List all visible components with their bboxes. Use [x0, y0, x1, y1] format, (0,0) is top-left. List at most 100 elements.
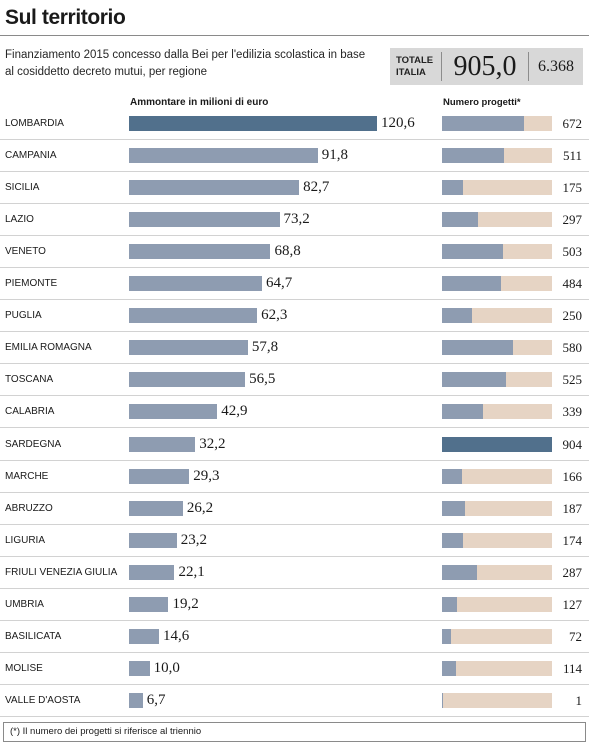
projects-bar [442, 500, 465, 516]
region-row: EMILIA ROMAGNA 57,8 580 [0, 332, 589, 365]
amount-bar [129, 629, 160, 645]
projects-label: 287 [562, 564, 583, 580]
amount-bar [129, 308, 258, 324]
amount-label: 64,7 [266, 275, 293, 291]
projects-bar [442, 211, 479, 227]
amount-cell: 22,1 [129, 557, 205, 588]
projects-column-header: Numero progetti* [443, 97, 521, 108]
projects-bar [442, 468, 463, 484]
projects-track [442, 372, 552, 388]
projects-label: 174 [562, 532, 583, 548]
region-label: FRIULI VENEZIA GIULIA [5, 566, 118, 578]
projects-label: 904 [562, 436, 583, 452]
region-label: MOLISE [5, 663, 43, 675]
region-row: VALLE D'AOSTA 6,7 1 [0, 685, 589, 718]
amount-bar [129, 436, 196, 452]
region-row: PIEMONTE 64,7 484 [0, 268, 589, 301]
total-label-line1: TOTALE [396, 55, 434, 66]
region-label: LIGURIA [5, 534, 46, 546]
amount-cell: 23,2 [129, 525, 207, 556]
amount-cell: 73,2 [129, 204, 310, 235]
amount-cell: 57,8 [129, 332, 278, 363]
total-label-line2: ITALIA [396, 66, 426, 78]
region-label: EMILIA ROMAGNA [5, 342, 92, 354]
amount-label: 91,8 [321, 146, 349, 163]
region-label: CALABRIA [5, 406, 55, 418]
projects-track [442, 468, 552, 484]
region-label: LAZIO [5, 213, 34, 225]
amount-label: 23,2 [180, 531, 207, 548]
amount-cell: 26,2 [129, 493, 213, 524]
amount-bar [129, 179, 300, 195]
amount-cell: 29,3 [129, 461, 220, 492]
region-row: TOSCANA 56,5 525 [0, 364, 589, 397]
amount-cell: 82,7 [129, 172, 329, 203]
total-projects: 6.368 [538, 58, 574, 75]
region-row: LOMBARDIA 120,6 672 [0, 108, 589, 140]
region-row: LAZIO 73,2 297 [0, 204, 589, 236]
amount-label: 120,6 [381, 114, 415, 131]
projects-label: 250 [562, 308, 583, 324]
amount-label: 29,3 [193, 467, 220, 484]
projects-label: 175 [562, 179, 583, 195]
region-label: PUGLIA [5, 310, 42, 322]
amount-bar [129, 500, 183, 516]
amount-bar [129, 340, 248, 356]
region-label: BASILICATA [5, 631, 62, 643]
projects-label: 187 [562, 500, 583, 516]
region-row: FRIULI VENEZIA GIULIA 22,1 287 [0, 557, 589, 589]
projects-track [442, 532, 552, 548]
projects-label: 1 [575, 693, 583, 709]
total-box: TOTALE ITALIA 905,0 6.368 [390, 48, 583, 85]
projects-bar [442, 532, 464, 548]
projects-track [442, 597, 552, 612]
projects-label: 339 [562, 404, 583, 420]
region-row: MARCHE 29,3 166 [0, 461, 589, 493]
projects-label: 511 [562, 147, 582, 163]
projects-track [442, 115, 552, 131]
projects-bar [442, 661, 456, 677]
projects-track [442, 179, 552, 195]
projects-track [442, 500, 552, 516]
projects-track [442, 661, 552, 677]
amount-label: 57,8 [251, 339, 279, 356]
projects-track [442, 147, 552, 163]
chart-subtitle: Finanziamento 2015 concesso dalla Bei pe… [5, 49, 366, 78]
projects-label: 114 [562, 661, 582, 677]
projects-bar [442, 115, 524, 131]
projects-label: 297 [562, 211, 583, 227]
projects-bar [442, 404, 484, 420]
amount-label: 42,9 [221, 403, 248, 420]
amount-cell: 56,5 [129, 364, 275, 395]
chart-title: Sul territorio [5, 6, 126, 29]
amount-cell: 32,2 [129, 429, 225, 460]
total-divider [528, 52, 529, 81]
amount-bar [129, 372, 246, 388]
footnote: (*) Il numero dei progetti si riferisce … [3, 722, 586, 742]
amount-label: 68,8 [274, 242, 301, 259]
projects-bar [442, 147, 505, 163]
projects-track [442, 436, 552, 452]
projects-track [442, 211, 552, 227]
amount-bar [129, 532, 177, 548]
amount-label: 10,0 [153, 660, 180, 677]
projects-label: 166 [562, 468, 583, 484]
region-label: VENETO [5, 245, 46, 257]
amount-bar [129, 468, 190, 484]
region-row: ABRUZZO 26,2 187 [0, 493, 589, 525]
amount-column-header: Ammontare in milioni di euro [130, 97, 269, 108]
chart-rows: LOMBARDIA 120,6 672 CAMPANIA 91,8 511 SICILIA 8… [0, 108, 589, 718]
amount-cell: 42,9 [129, 396, 247, 427]
projects-track [442, 564, 552, 580]
projects-bar [442, 340, 513, 356]
projects-label: 484 [562, 276, 583, 291]
amount-bar [129, 564, 175, 580]
projects-track [442, 404, 552, 420]
region-label: UMBRIA [5, 599, 44, 610]
projects-bar [442, 308, 473, 324]
projects-bar [442, 372, 506, 388]
total-amount: 905,0 [453, 51, 517, 82]
amount-bar [129, 661, 150, 677]
amount-bar [129, 693, 143, 709]
amount-cell: 64,7 [129, 268, 292, 299]
